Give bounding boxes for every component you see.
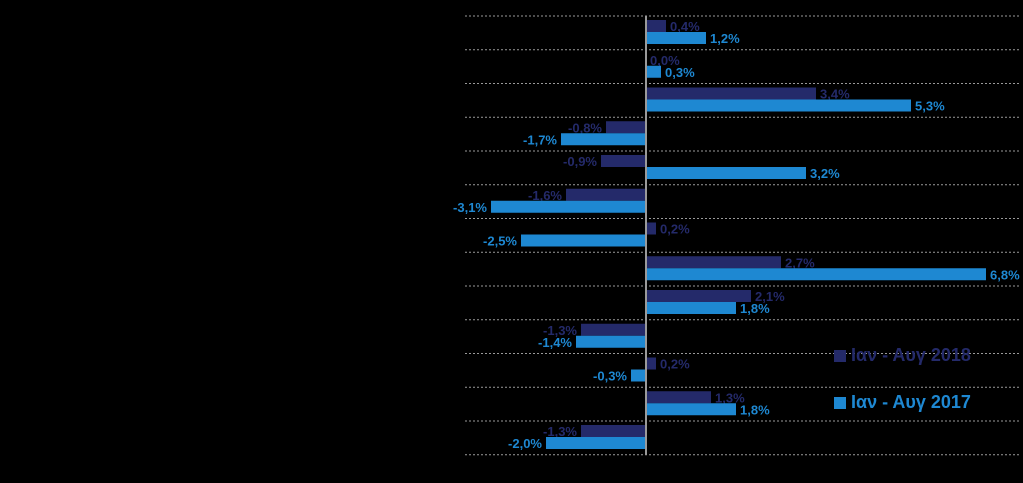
data-label-2017: 1,2%: [710, 31, 740, 46]
data-label-2017: 0,3%: [665, 65, 695, 80]
bar-2018: [566, 188, 646, 201]
data-label-2018: -1,3%: [543, 323, 577, 338]
bar-2017: [576, 335, 646, 348]
bar-2018: [646, 87, 816, 100]
legend-label-2018: Ιαν - Αυγ 2018: [851, 345, 971, 365]
bar-2017: [491, 200, 646, 213]
data-label-2017: 5,3%: [915, 99, 945, 114]
data-label-2017: -2,5%: [483, 234, 517, 249]
data-label-2017: -1,7%: [523, 132, 557, 147]
bar-2018: [581, 323, 646, 336]
data-label-2018: -0,8%: [568, 120, 602, 135]
legend-item-2018: Ιαν - Αυγ 2018: [834, 345, 971, 366]
bar-2017: [646, 99, 911, 112]
bar-2017: [646, 268, 986, 281]
bar-2018: [646, 357, 656, 370]
bar-2017: [646, 32, 706, 44]
data-label-2017: -1,4%: [538, 335, 572, 350]
bar-2018: [601, 155, 646, 167]
data-label-2017: 1,8%: [740, 301, 770, 316]
bar-2018: [646, 391, 711, 404]
bar-2018: [646, 222, 656, 235]
legend-swatch-2017: [834, 396, 846, 409]
data-label-2018: 2,1%: [755, 289, 785, 304]
data-label-2018: 0,2%: [660, 222, 690, 237]
bar-2018: [581, 425, 646, 437]
bar-2017: [546, 437, 646, 449]
bar-2017: [646, 167, 806, 179]
data-label-2018: 1,3%: [715, 390, 745, 405]
data-label-2018: 0,4%: [670, 19, 700, 34]
legend-label-2017: Ιαν - Αυγ 2017: [851, 392, 971, 412]
bar-2017: [646, 403, 736, 416]
data-label-2018: -0,9%: [563, 154, 597, 169]
bar-2018: [646, 290, 751, 302]
bar-2017: [561, 133, 646, 146]
data-label-2018: -1,3%: [543, 424, 577, 439]
data-label-2017: 1,8%: [740, 402, 770, 417]
legend-item-2017: Ιαν - Αυγ 2017: [834, 392, 971, 413]
bar-2017: [646, 302, 736, 314]
data-label-2017: 6,8%: [990, 267, 1020, 282]
legend-swatch-2018: [834, 349, 846, 362]
data-label-2018: -1,6%: [528, 188, 562, 203]
data-label-2018: 0,2%: [660, 357, 690, 372]
data-label-2018: 2,7%: [785, 255, 815, 270]
data-label-2017: 3,2%: [810, 166, 840, 181]
bar-2017: [646, 65, 661, 78]
bar-2018: [606, 121, 646, 134]
bar-2018: [646, 256, 781, 269]
bar-2017: [521, 234, 646, 247]
data-label-2017: -2,0%: [508, 436, 542, 451]
bar-2017: [631, 369, 646, 382]
data-label-2017: -3,1%: [453, 200, 487, 215]
data-label-2017: -0,3%: [593, 369, 627, 384]
data-label-2018: 3,4%: [820, 87, 850, 102]
data-label-2018: 0,0%: [650, 53, 680, 68]
bar-2018: [646, 20, 666, 32]
